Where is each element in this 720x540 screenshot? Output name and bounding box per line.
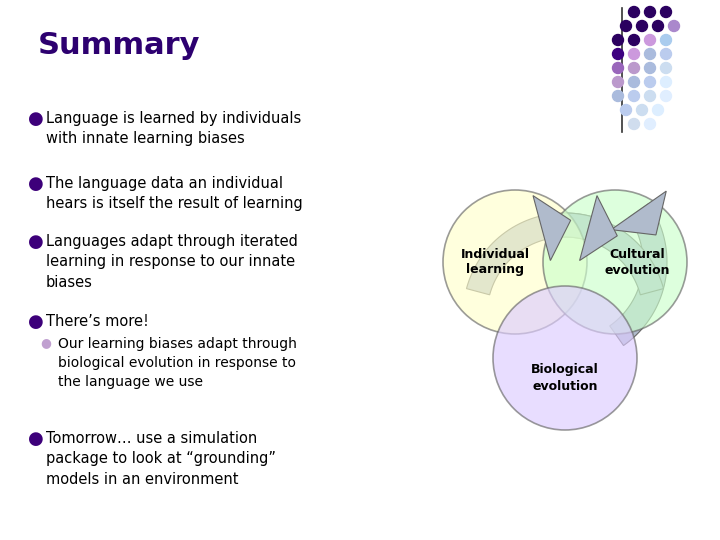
Polygon shape xyxy=(533,195,571,260)
Circle shape xyxy=(660,63,672,73)
Text: The language data an individual
hears is itself the result of learning: The language data an individual hears is… xyxy=(46,176,302,211)
Text: ●: ● xyxy=(28,110,44,128)
Circle shape xyxy=(613,77,624,87)
Polygon shape xyxy=(580,195,617,260)
Text: Cultural
evolution: Cultural evolution xyxy=(604,247,670,276)
Text: Individual
learning: Individual learning xyxy=(461,247,529,276)
Circle shape xyxy=(660,77,672,87)
Circle shape xyxy=(644,77,655,87)
Circle shape xyxy=(613,49,624,59)
Text: Language is learned by individuals
with innate learning biases: Language is learned by individuals with … xyxy=(46,111,301,146)
Circle shape xyxy=(644,91,655,102)
Circle shape xyxy=(629,77,639,87)
Circle shape xyxy=(644,118,655,130)
Circle shape xyxy=(493,286,637,430)
Text: ●: ● xyxy=(28,430,44,448)
Circle shape xyxy=(629,118,639,130)
Circle shape xyxy=(629,91,639,102)
Circle shape xyxy=(613,35,624,45)
Circle shape xyxy=(652,21,664,31)
Text: Biological
evolution: Biological evolution xyxy=(531,363,599,393)
Circle shape xyxy=(644,35,655,45)
Circle shape xyxy=(652,105,664,116)
Circle shape xyxy=(644,49,655,59)
Circle shape xyxy=(621,105,631,116)
Polygon shape xyxy=(611,191,666,235)
Circle shape xyxy=(613,63,624,73)
Circle shape xyxy=(660,35,672,45)
Circle shape xyxy=(621,21,631,31)
Polygon shape xyxy=(539,213,664,295)
Polygon shape xyxy=(610,204,667,346)
Text: Our learning biases adapt through
biological evolution in response to
the langua: Our learning biases adapt through biolog… xyxy=(58,337,297,389)
Circle shape xyxy=(613,91,624,102)
Circle shape xyxy=(629,63,639,73)
Circle shape xyxy=(660,49,672,59)
Text: ●: ● xyxy=(28,313,44,331)
Circle shape xyxy=(443,190,587,334)
Circle shape xyxy=(636,105,647,116)
Circle shape xyxy=(644,63,655,73)
Circle shape xyxy=(543,190,687,334)
Circle shape xyxy=(668,21,680,31)
Circle shape xyxy=(636,21,647,31)
Polygon shape xyxy=(467,213,591,295)
Text: Tomorrow… use a simulation
package to look at “grounding”
models in an environme: Tomorrow… use a simulation package to lo… xyxy=(46,431,276,487)
Text: There’s more!: There’s more! xyxy=(46,314,149,329)
Text: ●: ● xyxy=(28,175,44,193)
Circle shape xyxy=(660,91,672,102)
Circle shape xyxy=(660,6,672,17)
Text: ●: ● xyxy=(40,336,51,349)
Text: Languages adapt through iterated
learning in response to our innate
biases: Languages adapt through iterated learnin… xyxy=(46,234,298,290)
Circle shape xyxy=(629,6,639,17)
Circle shape xyxy=(644,6,655,17)
Circle shape xyxy=(629,35,639,45)
Text: ●: ● xyxy=(28,233,44,251)
Circle shape xyxy=(629,49,639,59)
Text: Summary: Summary xyxy=(38,30,200,59)
